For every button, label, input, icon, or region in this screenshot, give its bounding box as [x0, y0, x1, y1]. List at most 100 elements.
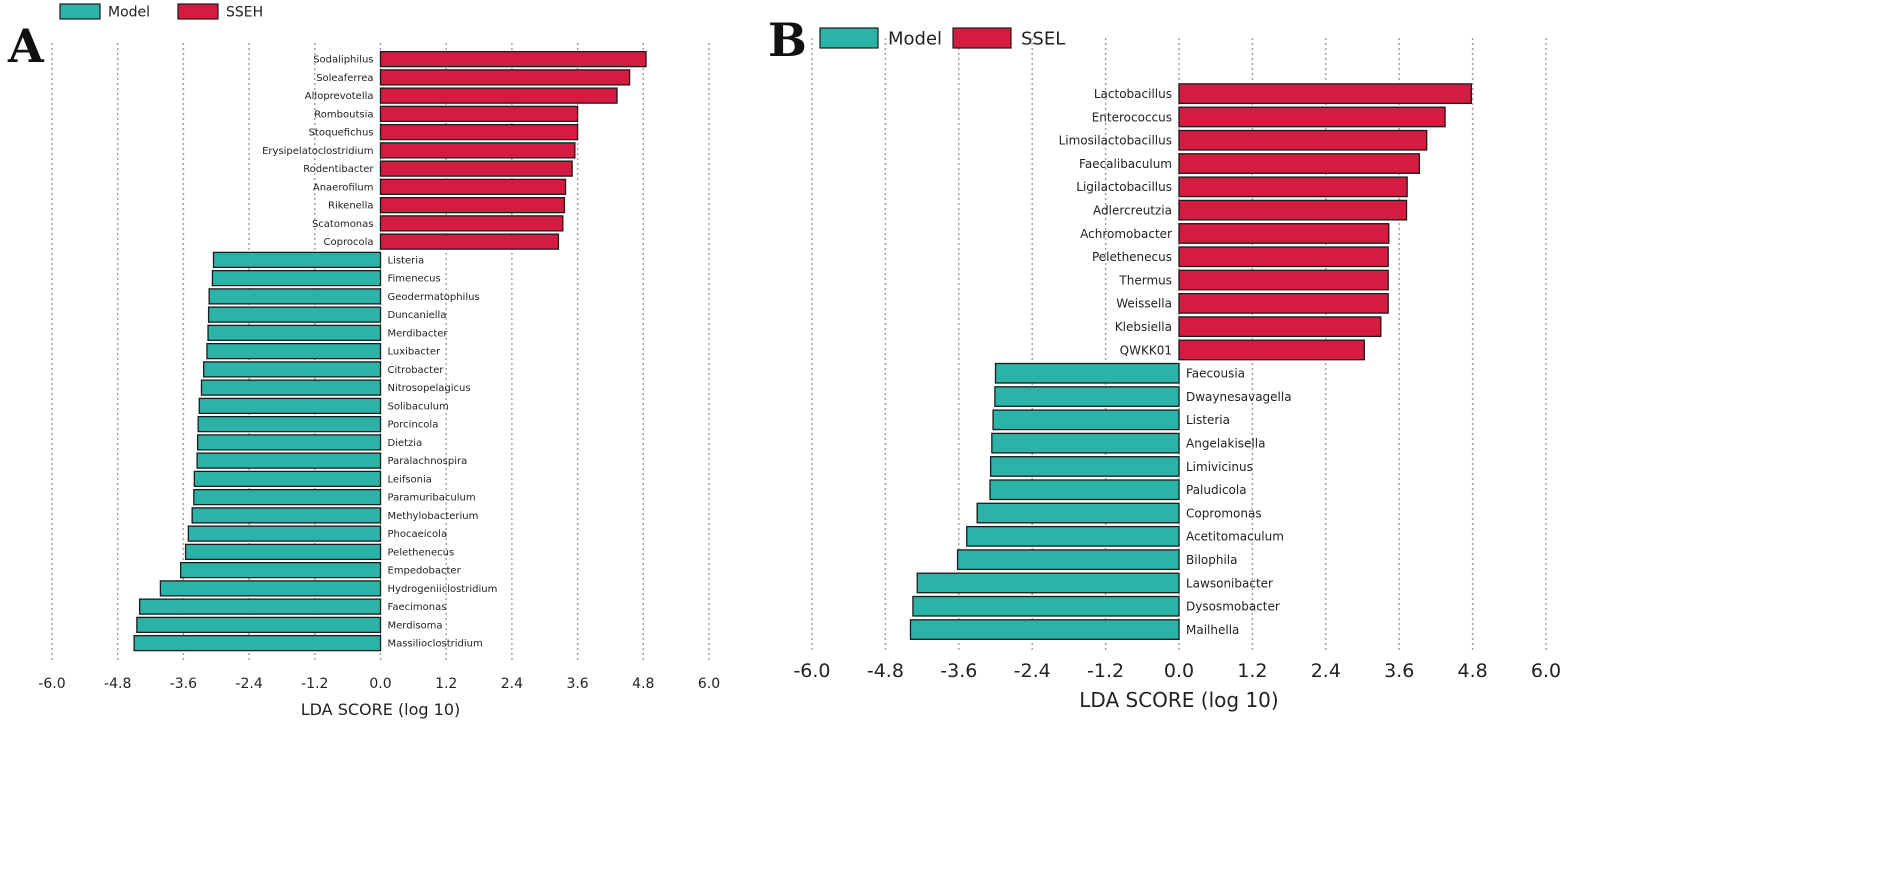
- bar-label: Pelethenecus: [1092, 250, 1172, 264]
- bar-label: Alloprevotella: [305, 91, 374, 102]
- bar-bilophila: [956, 549, 1180, 571]
- bar-label: Paramuribaculum: [388, 493, 476, 504]
- legend-swatch: [177, 3, 219, 20]
- bar-sodaliphilus: [379, 50, 647, 68]
- bar-empedobacter: [180, 561, 382, 579]
- bar-label: Faecousia: [1186, 367, 1245, 381]
- bar-geodermatophilus: [208, 288, 382, 305]
- x-tick-label: -4.8: [867, 660, 904, 682]
- bar-lawsonibacter: [916, 572, 1180, 594]
- bar-paralachnospira: [196, 452, 382, 469]
- x-tick-label: 2.4: [1311, 660, 1341, 682]
- bar-stoquefichus: [379, 123, 579, 141]
- x-tick-label: -3.6: [940, 660, 977, 682]
- legend-swatch: [59, 3, 101, 20]
- legend-swatch: [819, 27, 879, 49]
- bar-label: Enterococcus: [1092, 110, 1172, 124]
- bar-acetitomaculum: [966, 525, 1180, 547]
- bar-label: Adlercreutzia: [1093, 203, 1172, 217]
- bar-label: Ligilactobacillus: [1076, 180, 1172, 194]
- bar-copromonas: [976, 502, 1180, 524]
- bar-label: Pelethenecus: [388, 547, 455, 558]
- x-tick-label: 3.6: [1384, 660, 1414, 682]
- bar-label: Acetitomaculum: [1186, 530, 1284, 544]
- bar-label: Stoquefichus: [309, 128, 374, 139]
- bar-label: Lactobacillus: [1094, 87, 1172, 101]
- panel-letter: B: [768, 13, 807, 67]
- legend: Model SSEH: [59, 3, 263, 20]
- bar-label: Leifsonia: [388, 474, 432, 485]
- x-tick-label: -6.0: [38, 676, 65, 692]
- bar-label: Angelakisella: [1186, 436, 1265, 450]
- panel-a: Sodaliphilus Soleaferrea Alloprevotella Rom…: [7, 3, 720, 719]
- bar-label: Citrobacter: [388, 365, 445, 376]
- bar-label: Thermus: [1118, 273, 1172, 287]
- bar-enterococcus: [1178, 106, 1446, 128]
- bar-luxibacter: [206, 342, 382, 360]
- bar-label: Limivicinus: [1186, 460, 1253, 474]
- x-tick-label: 2.4: [501, 676, 523, 692]
- bar-label: Nitrosopelagicus: [388, 383, 471, 394]
- x-tick-label: -1.2: [1087, 660, 1124, 682]
- bar-romboutsia: [379, 105, 579, 123]
- bar-klebsiella: [1178, 316, 1382, 338]
- bar-label: Phocaeicola: [388, 529, 448, 540]
- bar-label: Duncaniella: [388, 310, 447, 321]
- bar-label: Methylobacterium: [388, 511, 479, 522]
- bar-listeria: [212, 251, 382, 269]
- x-tick-label: 6.0: [698, 676, 720, 692]
- bar-label: Hydrogeniiclostridium: [388, 584, 498, 595]
- bar-label: Porcincola: [388, 420, 439, 431]
- bar-label: Lawsonibacter: [1186, 576, 1273, 590]
- x-axis-title: LDA SCORE (log 10): [301, 700, 461, 719]
- x-tick-label: 1.2: [435, 676, 457, 692]
- x-tick-label: 3.6: [566, 676, 588, 692]
- bar-dysosmobacter: [912, 595, 1180, 617]
- x-tick-label: -2.4: [1014, 660, 1051, 682]
- x-tick-label: -4.8: [104, 676, 131, 692]
- bar-label: Rikenella: [328, 201, 374, 212]
- bar-limivicinus: [989, 456, 1180, 477]
- x-tick-label: -6.0: [793, 660, 830, 682]
- bar-paramuribaculum: [193, 488, 382, 506]
- bar-dietzia: [196, 434, 382, 451]
- x-tick-label: 0.0: [369, 676, 391, 692]
- bar-porcincola: [197, 415, 382, 433]
- bar-fimenecus: [211, 269, 382, 287]
- bar-ligilactobacillus: [1178, 176, 1408, 198]
- bar-faecalibaculum: [1178, 153, 1421, 174]
- bar-solibaculum: [198, 397, 382, 415]
- bar-label: Merdibacter: [388, 328, 449, 339]
- bar-coprocola: [379, 233, 560, 250]
- legend-swatch: [952, 27, 1012, 49]
- bar-merdibacter: [207, 324, 382, 342]
- bar-label: Luxibacter: [388, 347, 441, 358]
- bar-anaerofilum: [379, 178, 567, 196]
- legend: Model SSEL: [819, 27, 1065, 49]
- bar-pelethenecus: [184, 543, 382, 561]
- bar-massilioclostridium: [133, 634, 382, 652]
- bar-methylobacterium: [191, 507, 382, 524]
- bar-label: Klebsiella: [1115, 320, 1172, 334]
- bar-phocaeicola: [187, 525, 382, 542]
- bar-limosilactobacillus: [1178, 129, 1428, 151]
- bar-label: Paralachnospira: [388, 456, 468, 467]
- bar-thermus: [1178, 269, 1389, 291]
- bar-listeria: [992, 409, 1180, 431]
- bar-label: Soleaferrea: [316, 73, 373, 84]
- legend-label: SSEL: [1021, 28, 1065, 49]
- bar-label: Geodermatophilus: [388, 292, 480, 303]
- bar-label: Scatomonas: [312, 219, 374, 230]
- bar-label: Listeria: [388, 255, 425, 266]
- bar-faecimonas: [138, 598, 382, 615]
- bar-label: Massilioclostridium: [388, 639, 483, 650]
- bar-adlercreutzia: [1178, 199, 1408, 221]
- bar-label: Limosilactobacillus: [1059, 134, 1172, 148]
- bar-label: Listeria: [1186, 413, 1230, 427]
- bar-soleaferrea: [379, 69, 631, 86]
- x-tick-label: 1.2: [1237, 660, 1267, 682]
- bar-label: Erysipelatoclostridium: [262, 146, 373, 157]
- bar-label: Faecimonas: [388, 602, 447, 613]
- bar-nitrosopelagicus: [200, 379, 382, 396]
